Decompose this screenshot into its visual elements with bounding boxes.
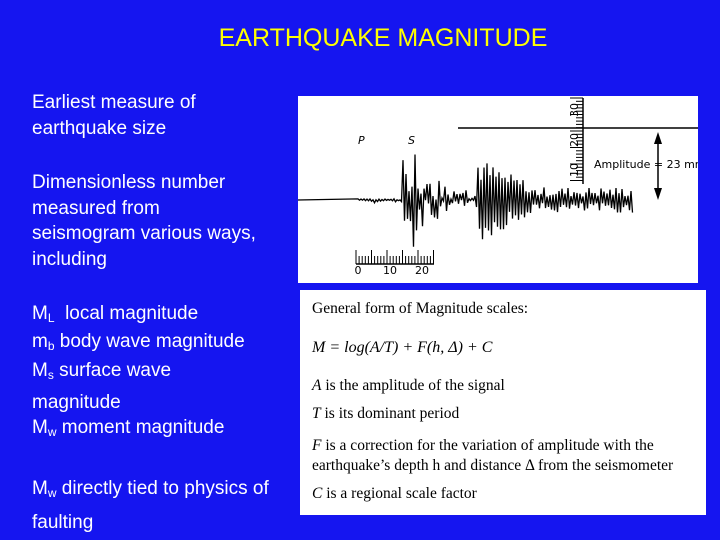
subscript: b [47, 339, 55, 353]
definition: T is its dominant period [312, 404, 702, 424]
symbol: T [312, 405, 321, 422]
text: body wave magnitude [59, 331, 245, 352]
definition: F is a correction for the variation of a… [312, 436, 697, 476]
intro-text: Dimensionless number measured from seism… [32, 172, 256, 270]
scale-item: Ms surface wave magnitude [32, 357, 222, 417]
text: moment magnitude [61, 417, 225, 438]
scale-label: 30 [568, 103, 581, 117]
symbol: M [32, 303, 48, 324]
symbol: M [32, 360, 48, 381]
symbol: M [32, 478, 48, 499]
arrow-head [654, 132, 662, 144]
closing-text: Mw directly tied to physics of faulting [32, 474, 290, 537]
arrow-head [654, 188, 662, 200]
symbol: m [32, 331, 48, 352]
definition: C is a regional scale factor [312, 484, 702, 504]
scale-label: 10 [568, 163, 581, 177]
symbol: C [312, 485, 323, 502]
heading: General form of Magnitude scales: [312, 300, 529, 317]
formula: M = log(A/T) + F(h, Δ) + C [312, 339, 493, 356]
subscript: w [47, 425, 57, 439]
formula-box: General form of Magnitude scales: M = lo… [300, 290, 706, 515]
text: is a correction for the variation of amp… [312, 437, 674, 474]
time-label: 20 [415, 264, 429, 277]
text: local magnitude [65, 303, 199, 324]
definition: A is the amplitude of the signal [312, 376, 702, 396]
scale-item: Mw moment magnitude [32, 415, 292, 446]
seismogram: P S Amplitude = 23 mm 30 20 10 0 10 20 [298, 96, 698, 283]
trace-line [298, 154, 634, 247]
subscript: w [47, 486, 57, 500]
scale-label: 20 [568, 133, 581, 147]
symbol: M [32, 417, 48, 438]
intro-text: Earliest measure of earthquake size [32, 92, 196, 139]
scale-item: ML local magnitude [32, 301, 292, 332]
p-label: P [358, 134, 365, 147]
amplitude-label: Amplitude = 23 mm [594, 158, 698, 171]
time-label: 10 [383, 264, 397, 277]
time-label: 0 [355, 264, 362, 277]
text: surface wave magnitude [32, 360, 172, 413]
text: is a regional scale factor [326, 485, 477, 502]
symbol: F [312, 437, 322, 454]
scale-item: mb body wave magnitude [32, 329, 292, 360]
text: is its dominant period [324, 405, 460, 422]
slide-title: EARTHQUAKE MAGNITUDE [218, 24, 548, 52]
s-label: S [408, 134, 415, 147]
text: directly tied to physics of faulting [32, 478, 269, 533]
text: is the amplitude of the signal [325, 377, 505, 394]
symbol: A [312, 377, 322, 394]
trace-group [298, 97, 634, 264]
subscript: s [47, 368, 54, 382]
subscript: L [47, 311, 55, 325]
